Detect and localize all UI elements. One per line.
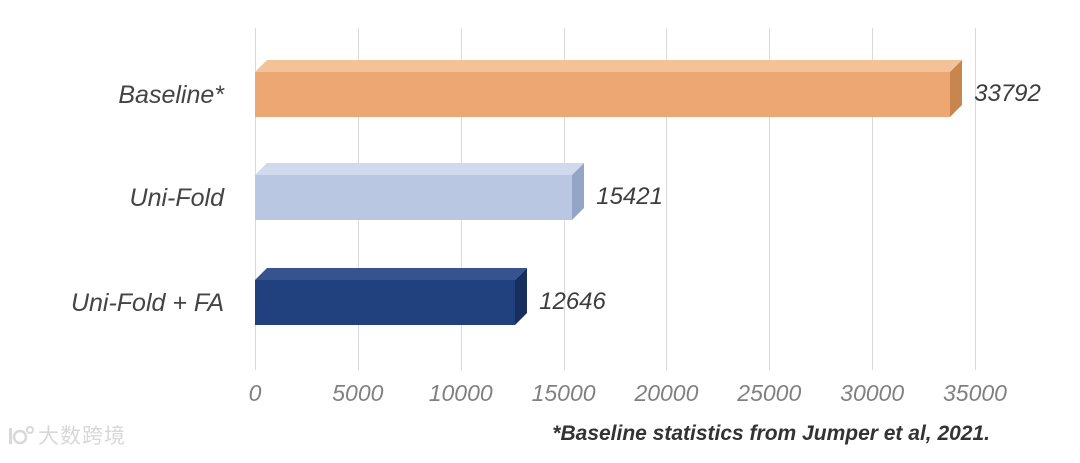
bar-unifold: 15421 <box>255 163 663 220</box>
x-tick-label: 20000 <box>634 380 699 406</box>
x-axis: 0 5000 10000 15000 20000 25000 30000 350… <box>249 380 1007 410</box>
bar-row-baseline: 33792 <box>255 60 1041 117</box>
category-label-unifold-fa: Uni-Fold + FA <box>70 289 224 317</box>
x-tick-label: 10000 <box>428 380 493 406</box>
bar-side-face <box>515 268 528 325</box>
bar-value-label: 33792 <box>974 80 1041 107</box>
bar-front-face <box>255 280 516 325</box>
gridline <box>872 28 874 370</box>
x-tick-label: 0 <box>248 380 262 406</box>
gridline <box>769 28 771 370</box>
bar-unifold-fa: 12646 <box>255 268 606 325</box>
x-tick-label: 35000 <box>943 380 1007 406</box>
bar-row-unifold-fa: 12646 <box>255 268 975 325</box>
bar-side-face <box>572 163 585 220</box>
bar-front-face <box>255 175 573 220</box>
x-tick-label: 5000 <box>332 380 384 406</box>
bar-baseline: 33792 <box>255 60 1041 117</box>
bar-front-face <box>255 72 951 117</box>
gridline <box>975 28 976 370</box>
x-tick-label: 15000 <box>531 380 596 406</box>
bar-side-face <box>950 60 963 117</box>
gridline <box>666 28 668 370</box>
bar-value-label: 12646 <box>539 288 606 315</box>
watermark-text: 大数跨境 <box>38 425 126 448</box>
watermark-logo-icon <box>8 424 34 446</box>
x-tick-label: 30000 <box>840 380 905 406</box>
category-label-unifold: Uni-Fold <box>129 184 224 212</box>
footnote: *Baseline statistics from Jumper et al, … <box>552 422 990 445</box>
bar-value-label: 15421 <box>596 183 663 210</box>
bar-row-unifold: 15421 <box>255 163 975 220</box>
watermark: 大数跨境 <box>8 420 126 450</box>
x-tick-label: 25000 <box>737 380 802 406</box>
bar-top-face <box>255 163 585 175</box>
bar-top-face <box>255 60 963 72</box>
category-label-baseline: Baseline* <box>118 81 224 109</box>
bar-top-face <box>255 268 528 280</box>
